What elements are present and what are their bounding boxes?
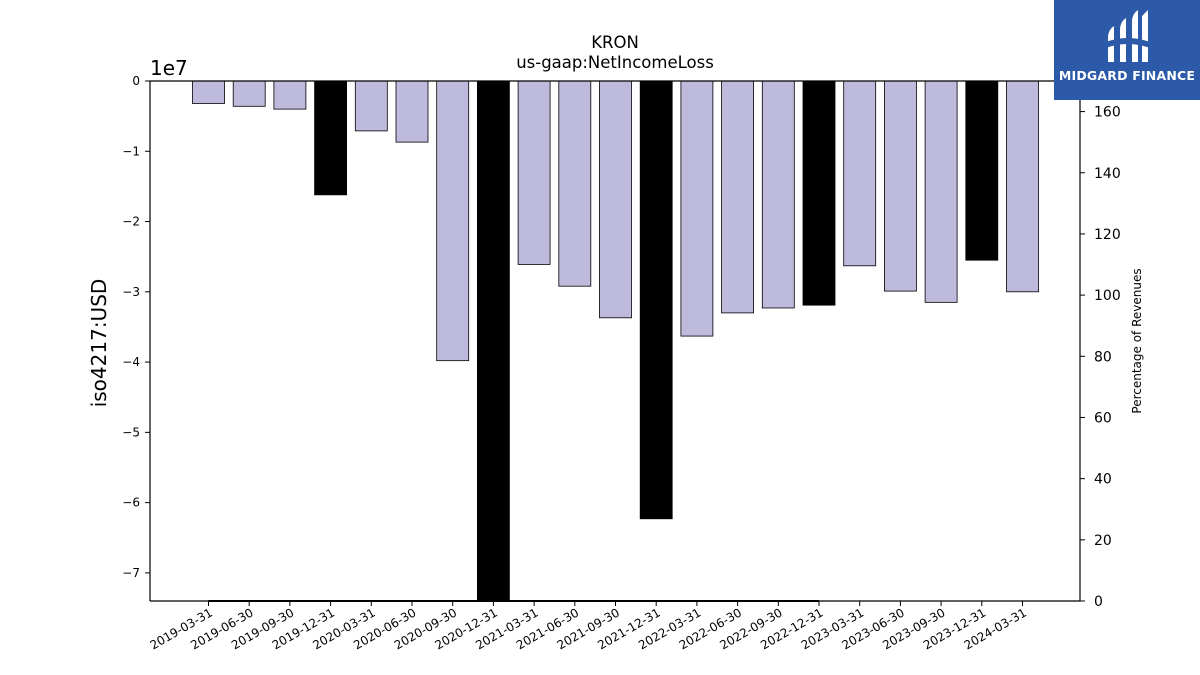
bar [599,80,632,319]
bar [354,80,388,132]
y-tick-label: −4 [122,355,140,369]
y-axis-label: iso4217:USD [87,279,111,408]
bar [884,80,917,292]
y-tick-label: −3 [122,285,140,299]
bar [924,80,958,303]
bar [395,80,429,143]
bar [192,80,225,104]
midgard-logo-icon [1106,10,1150,62]
y2-tick-label: 80 [1094,349,1112,365]
y-tick-label: −7 [122,566,140,580]
y2-tick-label: 40 [1094,472,1112,488]
y2-tick-label: 60 [1094,410,1112,426]
y-tick-label: 0 [132,74,140,88]
y2-tick-label: 160 [1094,105,1121,121]
brand-name: MIDGARD FINANCE [1058,68,1196,83]
bar [965,80,999,261]
bar [680,80,714,337]
bar [843,80,877,267]
y2-tick-label: 100 [1094,288,1121,304]
y2-tick-label: 20 [1094,533,1112,549]
bar [517,80,551,265]
y-tick-label: −2 [122,215,140,229]
y2-axis-label: Percentage of Revenues [1130,268,1144,413]
bar [721,80,754,314]
y2-tick-label: 140 [1094,166,1121,182]
y2-tick-label: 0 [1094,594,1103,610]
chart-title: KRON [591,33,639,52]
chart-subtitle: us-gaap:NetIncomeLoss [516,53,714,72]
y-tick-label: −6 [122,496,140,510]
bar [314,80,348,196]
bar [436,80,470,362]
bar [273,80,307,110]
y-scale-label: 1e7 [150,56,188,80]
y2-tick-label: 120 [1094,227,1121,243]
bar [1006,80,1039,293]
bar [476,80,510,602]
bar [639,80,673,520]
y-tick-label: −1 [122,144,140,158]
bar [802,80,836,306]
bar [232,80,266,107]
bar [761,80,795,309]
bar [558,80,592,287]
midgard-finance-logo: MIDGARD FINANCE [1054,0,1200,100]
y-tick-label: −5 [122,425,140,439]
